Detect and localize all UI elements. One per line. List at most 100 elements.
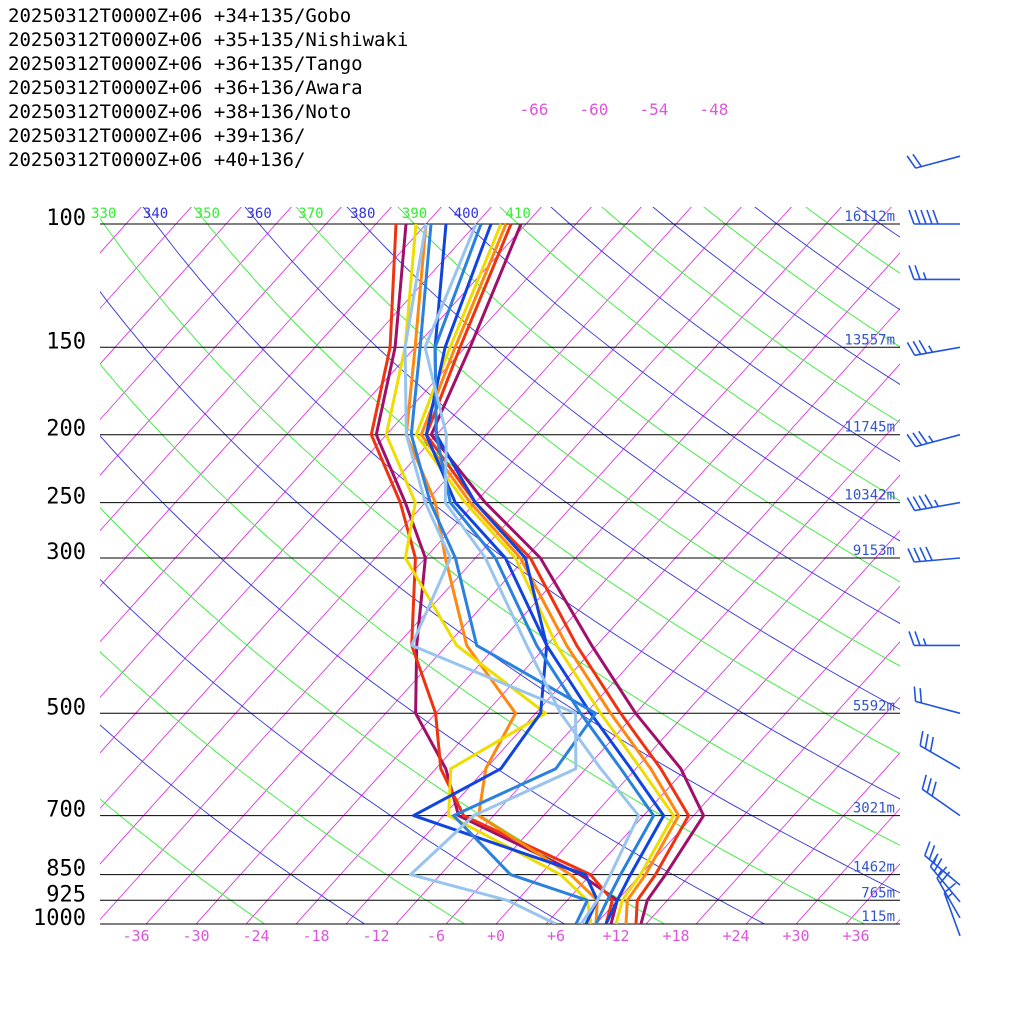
- wind-barb-flag: [906, 497, 916, 511]
- pressure-tick-label: 700: [46, 798, 86, 823]
- legend-entry: 20250312T0000Z+06 +36+136/Awara: [8, 77, 363, 99]
- wind-barb-staff: [914, 346, 961, 357]
- temperature-profile-line: [429, 223, 706, 924]
- pressure-tick-label: 850: [46, 857, 86, 882]
- theta-label: 360: [247, 206, 272, 222]
- temperature-tick-label: +12: [602, 927, 629, 945]
- wind-barb-staff: [914, 557, 961, 563]
- temperature-profile-line: [423, 223, 641, 924]
- wind-barb-flag: [918, 339, 928, 354]
- wind-barb: [908, 209, 960, 225]
- dry-adiabat-line: [142, 207, 900, 800]
- isotherm-line: [100, 207, 392, 532]
- dewpoint-profile-line: [409, 223, 598, 924]
- pressure-tick-label: 500: [46, 695, 86, 720]
- isotherm-line: [0, 192, 5, 924]
- wind-barb-staff: [915, 155, 961, 169]
- wind-barb-flag: [906, 433, 917, 448]
- wind-barb: [907, 546, 961, 563]
- wind-barb-flag: [913, 686, 917, 702]
- wind-barb-half: [933, 499, 940, 507]
- wind-barb-flag: [912, 432, 923, 446]
- pressure-tick-label: 300: [46, 540, 86, 565]
- dry-adiabat-line: [397, 207, 900, 583]
- wind-barb-flag: [919, 547, 927, 562]
- height-label: 10342m: [844, 488, 895, 504]
- dry-adiabat-line: [100, 578, 565, 924]
- dry-adiabat-line: [295, 207, 900, 667]
- wind-barb-flag: [929, 736, 935, 752]
- wind-barb-flag: [912, 340, 922, 355]
- temperature-profile-line: [424, 223, 666, 924]
- wind-barb-flag: [939, 871, 951, 884]
- wind-barb: [906, 153, 961, 169]
- isotherm-line: [595, 585, 900, 924]
- wind-barb-flag: [921, 774, 928, 790]
- wind-barb-flag: [929, 853, 939, 868]
- temperature-tick-label: -30: [182, 927, 209, 945]
- wind-barb-flag: [918, 495, 928, 509]
- height-label: 9153m: [853, 543, 895, 559]
- isobars: [100, 223, 900, 925]
- theta-label: 350: [195, 206, 220, 222]
- wind-barb-flag: [907, 548, 915, 563]
- wind-barb-flag: [918, 430, 928, 444]
- wind-barb-staff: [936, 877, 961, 919]
- temperature-tick-label: +6: [547, 927, 565, 945]
- theta-label: 330: [91, 206, 116, 222]
- isotherm-label: -66: [520, 100, 549, 119]
- height-label: 16112m: [844, 209, 895, 225]
- isotherm-line: [100, 207, 292, 421]
- wind-barb-half: [922, 638, 927, 646]
- wind-barb: [906, 494, 961, 512]
- isotherm-label: -60: [580, 100, 609, 119]
- temperature-tick-label: -18: [302, 927, 329, 945]
- temperature-tick-label: +36: [842, 927, 869, 945]
- wind-barb: [908, 631, 960, 647]
- wind-barb-flag: [914, 209, 921, 225]
- dry-adiabat-line: [100, 651, 465, 924]
- pressure-tick-label: 1000: [33, 906, 86, 931]
- height-label: 5592m: [853, 698, 895, 714]
- wind-barb-half: [928, 435, 934, 443]
- wind-barb-flag: [926, 778, 932, 793]
- temperature-tick-label: -6: [427, 927, 445, 945]
- height-label: 11745m: [844, 420, 895, 436]
- dry-adiabat-line: [244, 207, 900, 710]
- wind-barb: [908, 265, 960, 281]
- dry-adiabat-line: [100, 217, 900, 846]
- pressure-tick-label: 200: [46, 417, 86, 442]
- wind-barb-flag: [919, 688, 923, 704]
- theta-label: 340: [143, 206, 168, 222]
- legend-entry: 20250312T0000Z+06 +38+136/Noto: [8, 101, 352, 123]
- wind-barb-flag: [914, 265, 921, 280]
- legend: 20250312T0000Z+06 +34+135/Gobo 20250312T…: [8, 4, 408, 172]
- dry-adiabat-line: [346, 207, 900, 624]
- wind-barb-flag: [908, 209, 915, 225]
- wind-barb-flag: [924, 494, 934, 508]
- isotherm-label: -48: [700, 100, 729, 119]
- temperature-tick-label: +0: [487, 927, 505, 945]
- wind-barb-flag: [936, 866, 948, 879]
- wind-barb-flag: [931, 781, 937, 797]
- temperature-profile-line: [419, 223, 681, 924]
- sounding-profiles: [369, 223, 706, 924]
- wind-barb-flag: [943, 882, 957, 894]
- height-label: 765m: [861, 885, 895, 901]
- wind-barb: [924, 841, 961, 886]
- isotherm-label: -54: [640, 100, 669, 119]
- dry-adiabat-line: [100, 724, 365, 924]
- dewpoint-profile-line: [369, 223, 614, 924]
- temperature-tick-label: -36: [122, 927, 149, 945]
- wind-barb-flag: [925, 546, 933, 561]
- dewpoint-profile-line: [384, 223, 593, 924]
- dry-adiabat-line: [448, 207, 900, 542]
- temperature-profile-line: [433, 223, 656, 924]
- wind-barb-half: [922, 272, 927, 280]
- wind-barb-flag: [906, 341, 916, 356]
- legend-entry: 20250312T0000Z+06 +40+136/: [8, 149, 306, 171]
- wind-barb-flag: [908, 631, 915, 646]
- wind-barb: [906, 430, 961, 448]
